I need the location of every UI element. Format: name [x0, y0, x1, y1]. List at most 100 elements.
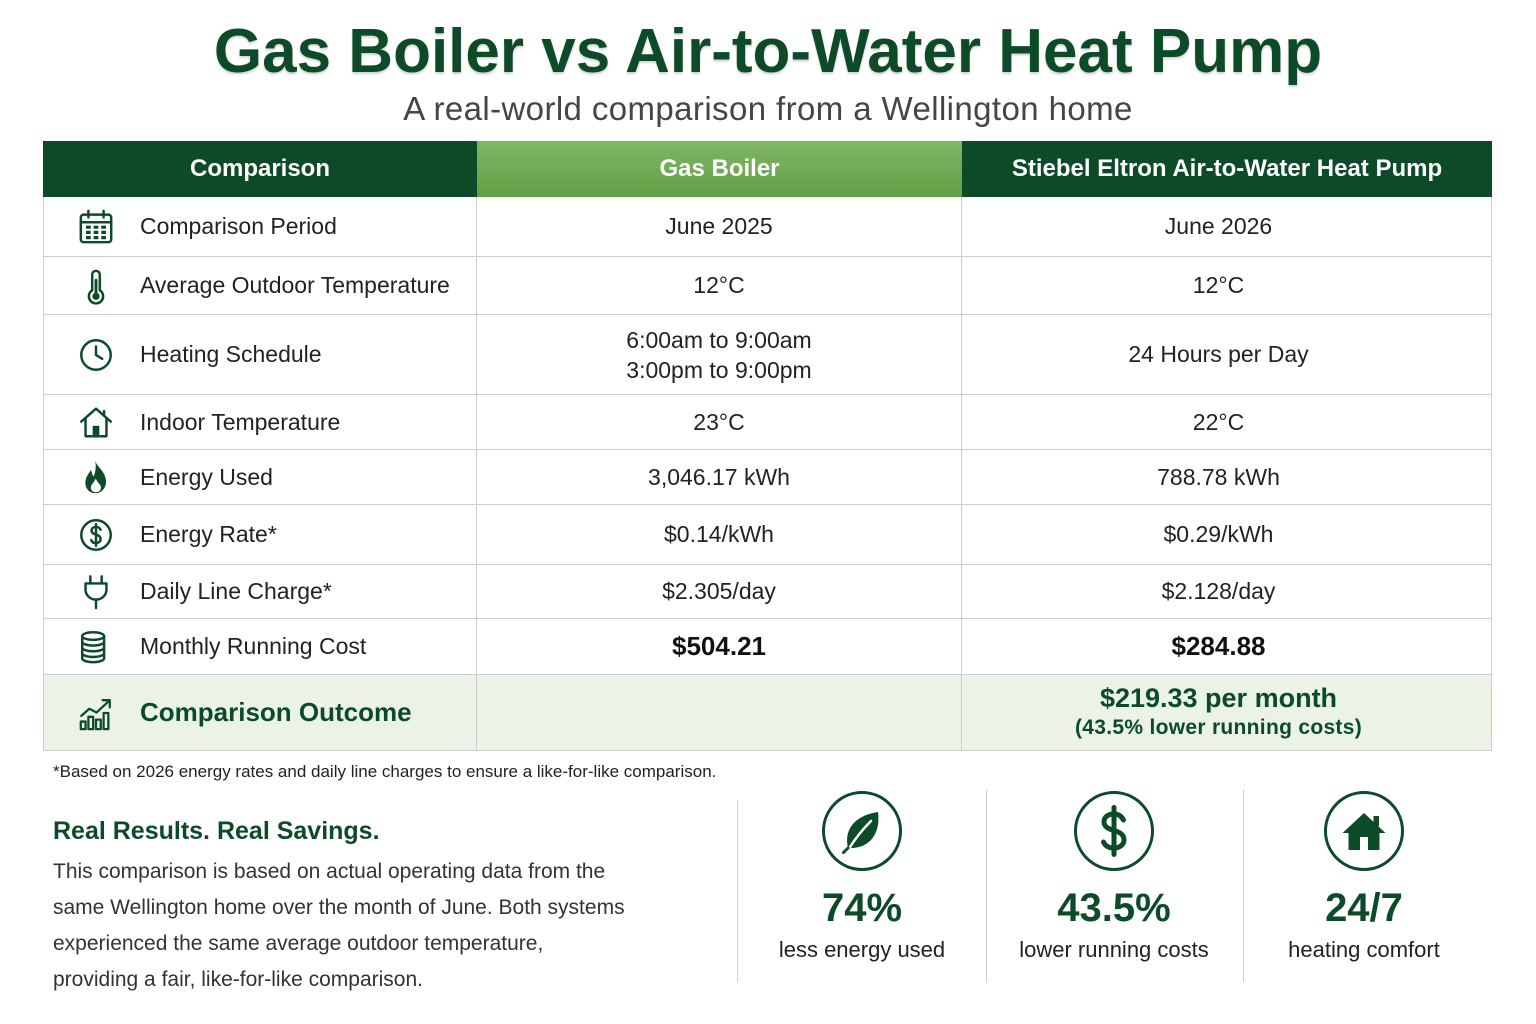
stat-label: heating comfort	[1288, 937, 1440, 962]
summary-line: This comparison is based on actual opera…	[53, 860, 606, 883]
stat-energy: 74% less energy used	[737, 790, 987, 964]
outcome-label: Comparison Outcome	[140, 697, 412, 727]
heat-pump-value-cell: 12°C	[962, 257, 1491, 314]
row-label: Comparison Period	[140, 213, 337, 239]
row-label: Energy Used	[140, 463, 273, 490]
gas-boiler-value: 3,046.17 kWh	[648, 463, 790, 490]
table-row-energy-rate: Energy Rate* $0.14/kWh $0.29/kWh	[44, 505, 1491, 565]
heat-pump-monthly-cost: $284.88	[1171, 631, 1266, 661]
gas-boiler-value-cell: $504.21	[477, 619, 962, 674]
heat-pump-value: $2.128/day	[1161, 578, 1276, 604]
table-row-indoor-temperature: Indoor Temperature 23°C 22°C	[44, 395, 1491, 450]
gas-boiler-value-cell: 3,046.17 kWh	[477, 450, 962, 504]
gas-boiler-value-cell: June 2025	[477, 197, 962, 256]
table-row-average-outdoor-temperature: Average Outdoor Temperature 12°C 12°C	[44, 257, 1491, 315]
leaf-icon	[822, 791, 902, 871]
row-label-cell: Energy Used	[44, 450, 477, 504]
row-icon	[74, 515, 118, 555]
stat-label: lower running costs	[1019, 937, 1209, 962]
flame-icon	[85, 460, 107, 494]
gas-boiler-value-cell: 6:00am to 9:00am 3:00pm to 9:00pm	[477, 315, 962, 394]
stat-value: 43.5%	[1057, 886, 1171, 930]
footnote: *Based on 2026 energy rates and daily li…	[53, 762, 717, 781]
heat-pump-value-cell: 24 Hours per Day	[962, 315, 1491, 394]
heat-pump-outcome-cell: $219.33 per month (43.5% lower running c…	[962, 675, 1491, 750]
summary-line: experienced the same average outdoor tem…	[53, 932, 544, 955]
heat-pump-value: 22°C	[1192, 408, 1245, 435]
row-label-cell: Average Outdoor Temperature	[44, 257, 477, 314]
heat-pump-value: June 2026	[1164, 213, 1273, 239]
outcome-savings-note: (43.5% lower running costs)	[1075, 715, 1362, 739]
table-row-comparison-period: Comparison Period June 2025 June 2026	[44, 197, 1491, 257]
stat-cost: 43.5% lower running costs	[989, 790, 1239, 964]
gas-boiler-value: June 2025	[665, 213, 773, 239]
row-label-cell: Monthly Running Cost	[44, 619, 477, 674]
gas-boiler-value: $0.14/kWh	[664, 521, 774, 547]
gas-boiler-value-cell: 23°C	[477, 395, 962, 449]
clock-icon	[80, 338, 112, 371]
gas-boiler-outcome-cell	[477, 675, 962, 750]
gas-boiler-schedule: 6:00am to 9:00am 3:00pm to 9:00pm	[626, 325, 811, 385]
row-icon	[74, 207, 118, 247]
page-subtitle: A real-world comparison from a Wellingto…	[403, 90, 1133, 127]
stat-comfort: 24/7 heating comfort	[1239, 790, 1489, 964]
gas-boiler-value-cell: 12°C	[477, 257, 962, 314]
calendar-icon	[79, 209, 113, 243]
page-title: Gas Boiler vs Air-to-Water Heat Pump	[213, 17, 1323, 86]
heat-pump-value-cell: $284.88	[962, 619, 1491, 674]
house-icon	[1324, 791, 1404, 871]
row-label: Heating Schedule	[140, 341, 322, 367]
heat-pump-value: 788.78 kWh	[1157, 463, 1280, 490]
header-gas-boiler: Gas Boiler	[477, 141, 962, 197]
heat-pump-value-cell: $2.128/day	[962, 565, 1491, 618]
heat-pump-value-cell: 22°C	[962, 395, 1491, 449]
summary-line: same Wellington home over the month of J…	[53, 896, 625, 919]
row-label-cell: Comparison Period	[44, 197, 477, 256]
table-header: Comparison Gas Boiler Stiebel Eltron Air…	[43, 141, 1492, 197]
header-heat-pump: Stiebel Eltron Air-to-Water Heat Pump	[962, 141, 1492, 197]
gas-boiler-value: $2.305/day	[662, 578, 776, 604]
table-row-heating-schedule: Heating Schedule 6:00am to 9:00am 3:00pm…	[44, 315, 1491, 395]
row-label: Energy Rate*	[140, 521, 277, 547]
table-row-comparison-outcome: Comparison Outcome $219.33 per month (43…	[44, 675, 1491, 750]
gas-boiler-value: 23°C	[693, 408, 745, 435]
row-label: Monthly Running Cost	[140, 633, 367, 659]
summary-line: providing a fair, like-for-like comparis…	[53, 968, 423, 991]
row-icon	[74, 266, 118, 306]
gas-boiler-value-cell: $2.305/day	[477, 565, 962, 618]
row-icon	[74, 335, 118, 375]
plug-icon	[84, 574, 108, 609]
stat-value: 74%	[821, 886, 903, 930]
row-label-cell: Energy Rate*	[44, 505, 477, 564]
row-icon	[74, 457, 118, 497]
gas-boiler-monthly-cost: $504.21	[672, 631, 766, 661]
row-label-cell: Comparison Outcome	[44, 675, 477, 750]
coins-icon	[80, 630, 106, 663]
summary-heading: Real Results. Real Savings.	[53, 817, 380, 845]
row-label-cell: Daily Line Charge*	[44, 565, 477, 618]
row-label: Average Outdoor Temperature	[140, 272, 450, 298]
heat-pump-value: 24 Hours per Day	[1128, 341, 1309, 367]
table-row-monthly-running-cost: Monthly Running Cost $504.21 $284.88	[44, 619, 1491, 675]
divider	[986, 790, 987, 982]
outcome-savings: $219.33 per month (43.5% lower running c…	[1075, 683, 1362, 743]
comparison-table: Comparison Period June 2025 June 2026 Av…	[43, 197, 1492, 751]
row-icon	[74, 402, 118, 442]
heat-pump-value-cell: June 2026	[962, 197, 1491, 256]
house-icon	[80, 407, 112, 438]
heat-pump-value-cell: 788.78 kWh	[962, 450, 1491, 504]
dollar-icon	[1074, 791, 1154, 871]
row-label: Daily Line Charge*	[140, 578, 332, 604]
row-icon	[74, 693, 118, 733]
header-comparison: Comparison	[43, 141, 477, 197]
outcome-savings-amount: $219.33 per month	[1099, 682, 1338, 713]
thermometer-icon	[87, 269, 105, 305]
divider	[1243, 790, 1244, 982]
schedule-line: 6:00am to 9:00am	[626, 326, 812, 353]
heat-pump-value: $0.29/kWh	[1163, 521, 1274, 547]
row-label-cell: Heating Schedule	[44, 315, 477, 394]
table-row-daily-line-charge: Daily Line Charge* $2.305/day $2.128/day	[44, 565, 1491, 619]
divider	[737, 800, 738, 982]
gas-boiler-value: 12°C	[693, 272, 745, 298]
row-icon	[74, 572, 118, 612]
